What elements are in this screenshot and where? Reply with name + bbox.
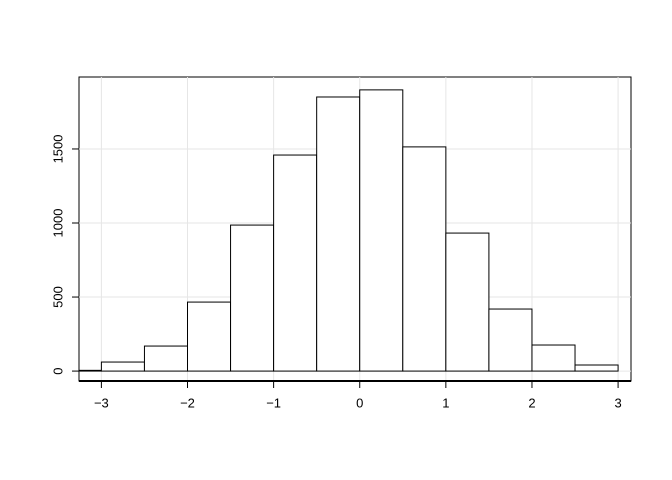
bar	[402, 146, 447, 372]
bar	[488, 308, 533, 372]
bar	[78, 369, 102, 372]
x-tick-label: −3	[94, 395, 109, 410]
x-tick-label: 0	[356, 395, 363, 410]
bar	[230, 224, 275, 372]
bar	[531, 344, 576, 372]
x-tick-label: 2	[528, 395, 535, 410]
y-tick-label: 1500	[50, 135, 65, 164]
bar	[273, 154, 318, 372]
bar	[143, 345, 189, 372]
x-tick-label: 3	[614, 395, 621, 410]
bar	[316, 96, 361, 372]
y-tick-label: 500	[50, 286, 65, 308]
bar	[100, 361, 145, 372]
x-tick-label: 1	[442, 395, 449, 410]
y-tick-label: 1000	[50, 209, 65, 238]
y-tick-label: 0	[50, 367, 65, 374]
bar	[445, 232, 490, 372]
bar	[574, 364, 619, 372]
x-tick-label: −2	[180, 395, 195, 410]
bar	[359, 89, 404, 372]
bar	[187, 301, 232, 372]
x-tick-label: −1	[266, 395, 281, 410]
